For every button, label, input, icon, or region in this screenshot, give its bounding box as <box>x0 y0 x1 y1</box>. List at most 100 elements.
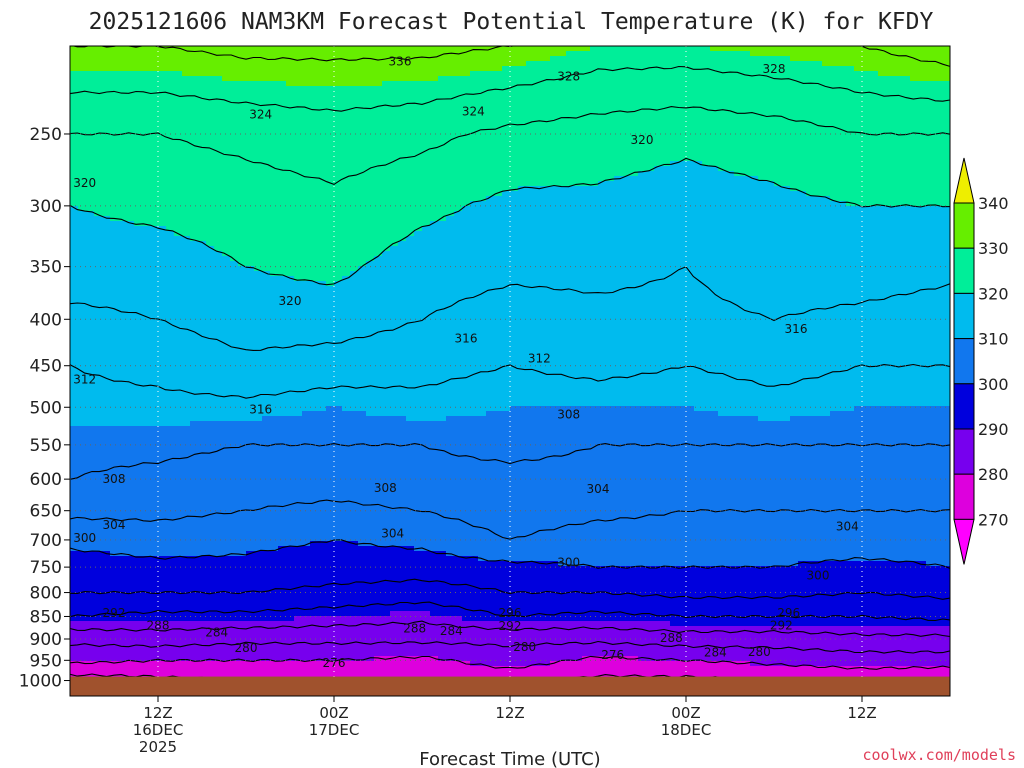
y-tick-label: 450 <box>30 357 62 377</box>
contour-label: 316 <box>249 403 272 417</box>
y-tick-label: 500 <box>30 398 62 418</box>
contour-label: 280 <box>748 645 771 659</box>
contour-label: 300 <box>807 568 830 582</box>
contour-label: 320 <box>279 294 302 308</box>
colorbar-label: 330 <box>978 239 1009 258</box>
contour-label: 308 <box>103 472 126 486</box>
contour-label: 288 <box>147 619 170 633</box>
y-tick-label: 950 <box>30 651 62 671</box>
contour-label: 324 <box>249 108 272 122</box>
colorbar: 340 330 320 310 300 290 280 270 <box>953 157 1009 565</box>
colorbar-band-270 <box>953 473 975 520</box>
colorbar-label: 270 <box>978 510 1009 529</box>
y-axis: 250 300 350 400 450 500 550 600 650 700 750 800 850 9… <box>19 125 70 692</box>
y-tick-label: 700 <box>30 531 62 551</box>
contour-label: 300 <box>557 555 580 569</box>
y-tick-label: 800 <box>30 584 62 604</box>
filled-contours <box>70 46 950 696</box>
colorbar-band-290 <box>953 383 975 430</box>
ground-surface <box>70 676 950 696</box>
contour-line-288 <box>70 620 950 638</box>
contour-label: 304 <box>381 527 404 541</box>
y-tick-label: 850 <box>30 607 62 627</box>
colorbar-label: 300 <box>978 375 1009 394</box>
contour-label: 304 <box>103 518 126 532</box>
contour-line-316 <box>70 266 950 351</box>
contour-line-280 <box>70 655 950 670</box>
contour-label: 284 <box>704 645 727 659</box>
x-tick-label: 17DEC <box>309 721 360 739</box>
x-tick-label: 18DEC <box>661 721 712 739</box>
x-tick-label: 2025 <box>139 738 177 756</box>
colorbar-label: 280 <box>978 465 1009 484</box>
contour-line-296 <box>70 578 950 600</box>
colorbar-band-280 <box>953 428 975 475</box>
contour-label: 280 <box>235 641 258 655</box>
contour-label: 312 <box>528 352 551 366</box>
x-axis-title: Forecast Time (UTC) <box>419 749 600 768</box>
y-tick-label: 650 <box>30 502 62 522</box>
y-tick-label: 350 <box>30 258 62 278</box>
y-tick-label: 250 <box>30 125 62 145</box>
contour-line-324 <box>70 106 950 186</box>
plot-area: 336 328 328 324 324 320 320 320 316 312 316 312 316 3… <box>70 46 950 696</box>
y-tick-label: 900 <box>30 630 62 650</box>
contour-label: 304 <box>587 482 610 496</box>
contour-label: 328 <box>557 69 580 83</box>
colorbar-band-320 <box>953 247 975 294</box>
colorbar-band-310 <box>953 292 975 340</box>
y-tick-label: 1000 <box>19 672 62 692</box>
contour-label: 280 <box>513 640 536 654</box>
contour-line-308 <box>70 443 950 480</box>
contour-label: 304 <box>836 520 859 534</box>
contour-label: 320 <box>631 133 654 147</box>
contour-label: 328 <box>763 62 786 76</box>
contour-label: 300 <box>73 531 96 545</box>
colorbar-label: 340 <box>978 194 1009 213</box>
credit-link[interactable]: coolwx.com/models <box>862 746 1016 764</box>
contour-label: 288 <box>403 621 426 635</box>
contour-label: 276 <box>323 656 346 670</box>
contour-label: 276 <box>601 648 624 662</box>
contour-label: 296 <box>499 606 522 620</box>
contour-labels: 336 328 328 324 324 320 320 320 316 312 316 312 316 3… <box>73 54 859 670</box>
colorbar-under-triangle <box>953 518 975 565</box>
colorbar-label: 290 <box>978 420 1009 439</box>
chart-title: 2025121606 NAM3KM Forecast Potential Tem… <box>89 9 934 35</box>
contour-label: 316 <box>455 332 478 346</box>
y-tick-label: 400 <box>30 310 62 330</box>
x-tick-label: 12Z <box>495 704 524 722</box>
contour-label: 284 <box>440 624 463 638</box>
contour-label: 292 <box>770 619 793 633</box>
contour-label: 292 <box>499 619 522 633</box>
contour-label: 308 <box>374 481 397 495</box>
contour-label: 316 <box>785 322 808 336</box>
y-tick-label: 600 <box>30 470 62 490</box>
colorbar-band-330 <box>953 202 975 249</box>
y-tick-label: 750 <box>30 558 62 578</box>
x-tick-label: 12Z <box>143 704 172 722</box>
contour-label: 312 <box>73 372 96 386</box>
contour-line-332 <box>71 46 950 67</box>
contour-label: 296 <box>777 606 800 620</box>
colorbar-band-300 <box>953 338 975 385</box>
contour-line-328 <box>70 65 950 112</box>
grid-lines <box>70 46 950 696</box>
contour-label: 288 <box>660 631 683 645</box>
x-tick-label: 16DEC <box>133 721 184 739</box>
contour-label: 308 <box>557 407 580 421</box>
x-tick-label: 12Z <box>847 704 876 722</box>
colorbar-label: 320 <box>978 284 1009 303</box>
x-tick-label: 00Z <box>319 704 348 722</box>
y-tick-label: 550 <box>30 436 62 456</box>
contour-label: 324 <box>462 104 485 118</box>
contour-line-304 <box>70 499 950 540</box>
colorbar-over-triangle <box>953 157 975 204</box>
contour-line-312 <box>70 363 950 399</box>
contour-label: 336 <box>389 54 412 68</box>
contour-line-320 <box>70 157 950 286</box>
contour-label: 292 <box>103 606 126 620</box>
contour-label: 320 <box>73 176 96 190</box>
